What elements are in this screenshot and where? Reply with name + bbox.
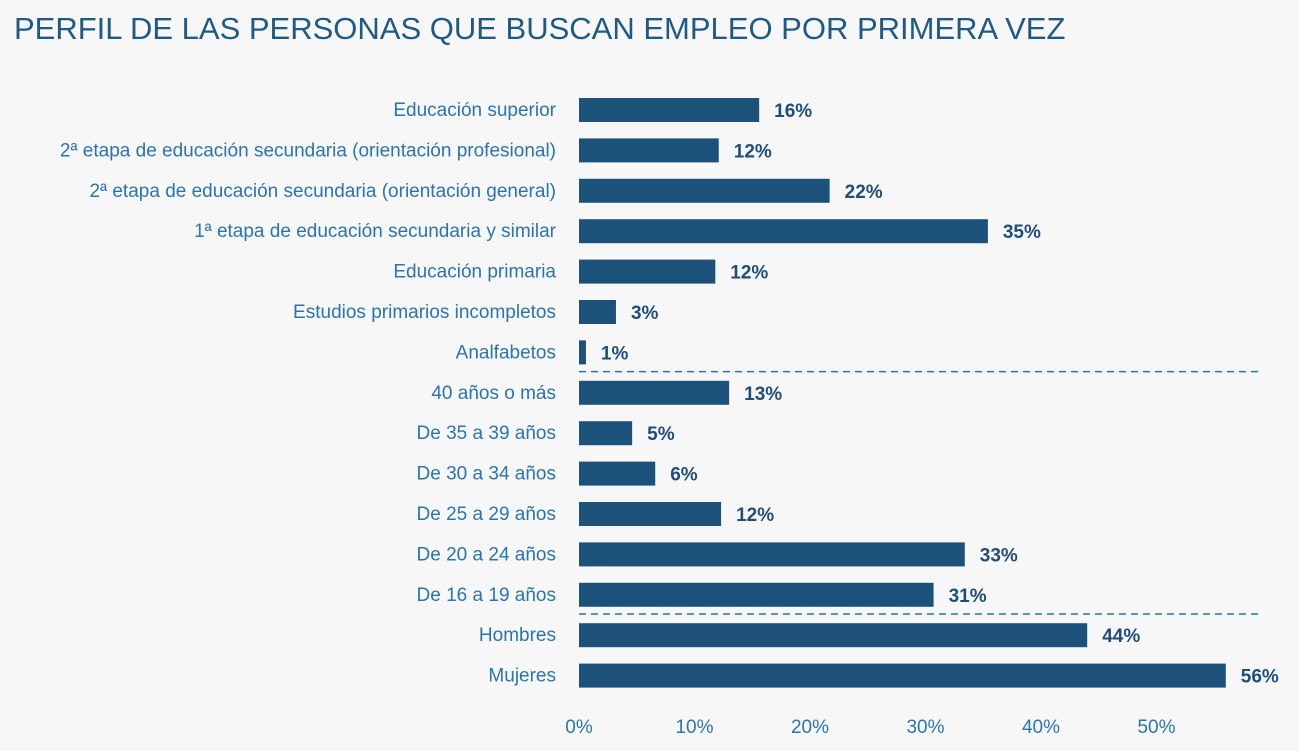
bar <box>579 421 633 446</box>
bar <box>579 219 988 244</box>
data-label: 3% <box>631 303 659 324</box>
data-label: 56% <box>1241 667 1279 688</box>
bar <box>579 340 586 365</box>
category-label: 2ª etapa de educación secundaria (orient… <box>60 140 556 161</box>
data-label: 35% <box>1003 222 1041 243</box>
bar <box>579 259 716 284</box>
x-tick-label: 30% <box>906 717 944 738</box>
data-labels: 16%12%22%35%12%3%1%13%5%6%12%33%31%44%56… <box>601 101 1279 688</box>
category-label: Estudios primarios incompletos <box>293 302 556 323</box>
data-label: 22% <box>845 182 883 203</box>
category-label: Educación superior <box>393 100 556 121</box>
data-label: 12% <box>736 505 774 526</box>
data-label: 12% <box>730 263 768 284</box>
data-label: 13% <box>744 384 782 405</box>
bar <box>579 663 1226 688</box>
category-label: Educación primaria <box>393 262 556 283</box>
x-tick-label: 0% <box>565 717 593 738</box>
bar <box>579 623 1088 648</box>
bar <box>579 542 965 567</box>
bar <box>579 178 830 203</box>
data-label: 16% <box>774 101 812 122</box>
data-label: 33% <box>980 545 1018 566</box>
group-separators <box>579 370 1262 615</box>
data-label: 12% <box>734 141 772 162</box>
bar <box>579 300 616 324</box>
category-label: 2ª etapa de educación secundaria (orient… <box>89 181 556 202</box>
category-labels: Educación superior 2ª etapa de educación … <box>60 100 557 687</box>
category-label: De 25 a 29 años <box>417 504 556 525</box>
category-label: Mujeres <box>488 666 556 687</box>
category-label: De 35 a 39 años <box>417 423 556 444</box>
data-label: 31% <box>949 586 987 607</box>
x-tick-label: 20% <box>791 717 829 738</box>
bar <box>579 98 760 122</box>
bar <box>579 461 656 486</box>
category-label: Analfabetos <box>456 342 556 363</box>
data-label: 44% <box>1102 626 1140 647</box>
x-tick-label: 10% <box>675 717 713 738</box>
x-axis-ticks: 0% 10% 20% 30% 40% 50% <box>565 717 1175 738</box>
x-tick-label: 40% <box>1022 717 1060 738</box>
bars <box>579 98 1226 688</box>
bar <box>579 380 730 405</box>
bar <box>579 582 934 607</box>
data-label: 5% <box>647 424 675 445</box>
data-label: 6% <box>670 465 698 486</box>
category-label: De 16 a 19 años <box>417 585 556 606</box>
category-label: 40 años o más <box>431 383 556 404</box>
bar <box>579 502 722 526</box>
category-label: Hombres <box>479 625 556 646</box>
category-label: 1ª etapa de educación secundaria y simil… <box>194 221 557 242</box>
data-label: 1% <box>601 343 629 364</box>
x-tick-label: 50% <box>1137 717 1175 738</box>
category-label: De 30 a 34 años <box>417 464 556 485</box>
bar <box>579 138 719 163</box>
category-label: De 20 a 24 años <box>417 544 556 565</box>
chart-title: PERFIL DE LAS PERSONAS QUE BUSCAN EMPLEO… <box>14 11 1065 46</box>
